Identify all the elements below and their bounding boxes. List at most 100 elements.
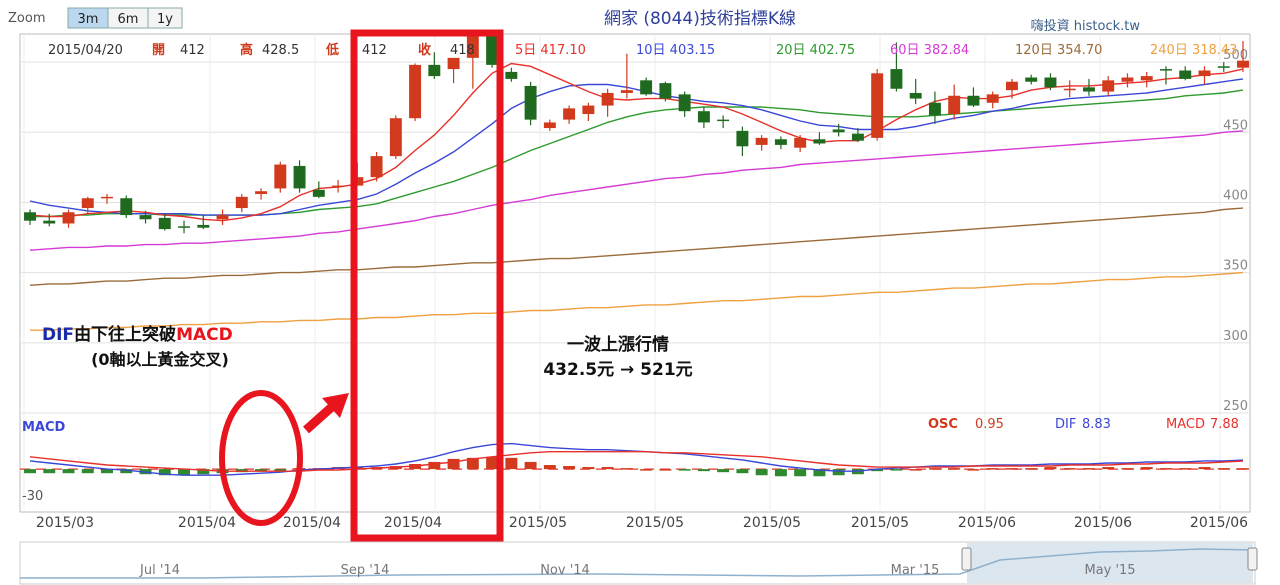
zoom-label: Zoom — [8, 11, 45, 26]
wave-line2: 432.5元 → 521元 — [543, 360, 692, 380]
zoom-6m-label: 6m — [118, 12, 139, 27]
zoom-6m-button[interactable]: 6m — [107, 7, 149, 29]
candle — [1179, 66, 1192, 81]
ma-readout-item: 240日 318.43 — [1150, 43, 1237, 58]
candle-body — [428, 64, 441, 77]
osc-bar — [466, 457, 479, 470]
candle — [1198, 66, 1211, 85]
osc-bar — [678, 469, 691, 471]
candle — [871, 69, 884, 141]
osc-bar — [967, 469, 980, 471]
candle — [43, 213, 56, 227]
candle — [120, 195, 133, 218]
candle-body — [563, 108, 576, 120]
y-tick-label: 500 — [1223, 48, 1248, 63]
candle — [948, 84, 961, 120]
candle-body — [216, 215, 229, 220]
candle — [928, 91, 941, 124]
readout-high-label: 高 — [240, 42, 253, 58]
macd-value: 7.88 — [1210, 417, 1239, 432]
candle-body — [871, 73, 884, 138]
ma10-line — [29, 78, 1244, 216]
candle-body — [967, 95, 980, 106]
candle-body — [158, 217, 171, 230]
candle — [851, 128, 864, 143]
ma60-line — [29, 130, 1244, 251]
candle — [312, 181, 325, 199]
ma120-line — [29, 207, 1244, 286]
candle — [466, 32, 479, 89]
candle-body — [1179, 70, 1192, 79]
chart-title: 網家 (8044)技術指標K線 — [604, 9, 796, 29]
osc-bar — [909, 469, 922, 471]
highlight-rectangle — [350, 29, 504, 542]
candle — [659, 81, 672, 102]
osc-bar — [1082, 468, 1095, 470]
candle-body — [1005, 81, 1018, 91]
navigator-label: Nov '14 — [540, 563, 590, 578]
osc-label: OSC — [928, 417, 958, 432]
candle — [1121, 73, 1134, 88]
candle-body — [312, 189, 325, 197]
ma-readout-item: 10日 403.15 — [636, 43, 715, 58]
osc-bar — [1044, 467, 1057, 470]
zoom-1y-button[interactable]: 1y — [147, 7, 183, 29]
navigator-right-handle[interactable] — [1247, 547, 1258, 571]
osc-bar — [697, 469, 710, 472]
ma5-line — [29, 62, 1244, 222]
wave-annotation: 一波上漲行情 432.5元 → 521元 — [543, 334, 692, 380]
candle-body — [543, 122, 556, 129]
readout-close-label: 收 — [418, 42, 432, 58]
dif-cross-dif: DIF — [42, 325, 74, 345]
osc-bar — [563, 466, 576, 470]
candle-body — [697, 111, 710, 123]
candle-body — [1102, 80, 1115, 92]
candle-body — [178, 226, 191, 228]
candle — [543, 119, 556, 131]
candle-body — [332, 185, 345, 188]
ma240-line — [30, 271, 1244, 331]
x-tick-labels: 2015/03 2015/04 2015/04 2015/04 2015/05 2015/… — [36, 515, 1248, 531]
candle — [255, 188, 268, 200]
candle-body — [505, 71, 518, 79]
x-tick-label: 2015/04 — [283, 515, 341, 531]
candle-body — [832, 129, 845, 133]
candle — [1102, 76, 1115, 96]
candle — [909, 78, 922, 105]
osc-bar — [1121, 468, 1134, 470]
range-navigator[interactable]: Jul '14 Sep '14 Nov '14 Mar '15 May '15 — [19, 541, 1258, 585]
candle — [428, 52, 441, 79]
osc-bar — [1237, 468, 1249, 470]
candle — [813, 132, 826, 145]
candle-body — [389, 118, 402, 157]
candle-body — [62, 212, 75, 224]
candle-body — [1237, 60, 1249, 68]
candle — [601, 88, 614, 117]
candle-body — [928, 102, 941, 116]
navigator-left-handle[interactable] — [961, 547, 972, 571]
candle-body — [890, 69, 903, 89]
osc-bar — [197, 469, 210, 475]
candle — [1160, 66, 1172, 85]
osc-bar — [486, 456, 499, 470]
macd-readout: MACD OSC 0.95 DIF 8.83 MACD 7.88 -30 — [22, 417, 1239, 504]
candle — [967, 87, 980, 107]
candle — [62, 209, 75, 228]
readout-low-value: 412 — [362, 43, 387, 58]
zoom-3m-button[interactable]: 3m — [67, 7, 109, 29]
osc-bar — [255, 469, 268, 472]
ma-readout-item: 60日 382.84 — [890, 43, 969, 58]
candle — [1082, 78, 1095, 96]
ma-readout: 5日 417.10 10日 403.15 20日 402.75 60日 382.84 1… — [515, 43, 1237, 58]
osc-bar — [178, 469, 191, 476]
candle-body — [274, 164, 287, 189]
osc-bar — [582, 467, 595, 470]
osc-bar — [274, 469, 287, 471]
candle-body — [409, 64, 422, 119]
osc-bar — [81, 469, 94, 474]
candle — [197, 215, 210, 230]
candle — [101, 194, 113, 204]
osc-bar — [659, 469, 672, 471]
osc-bar — [43, 469, 56, 474]
